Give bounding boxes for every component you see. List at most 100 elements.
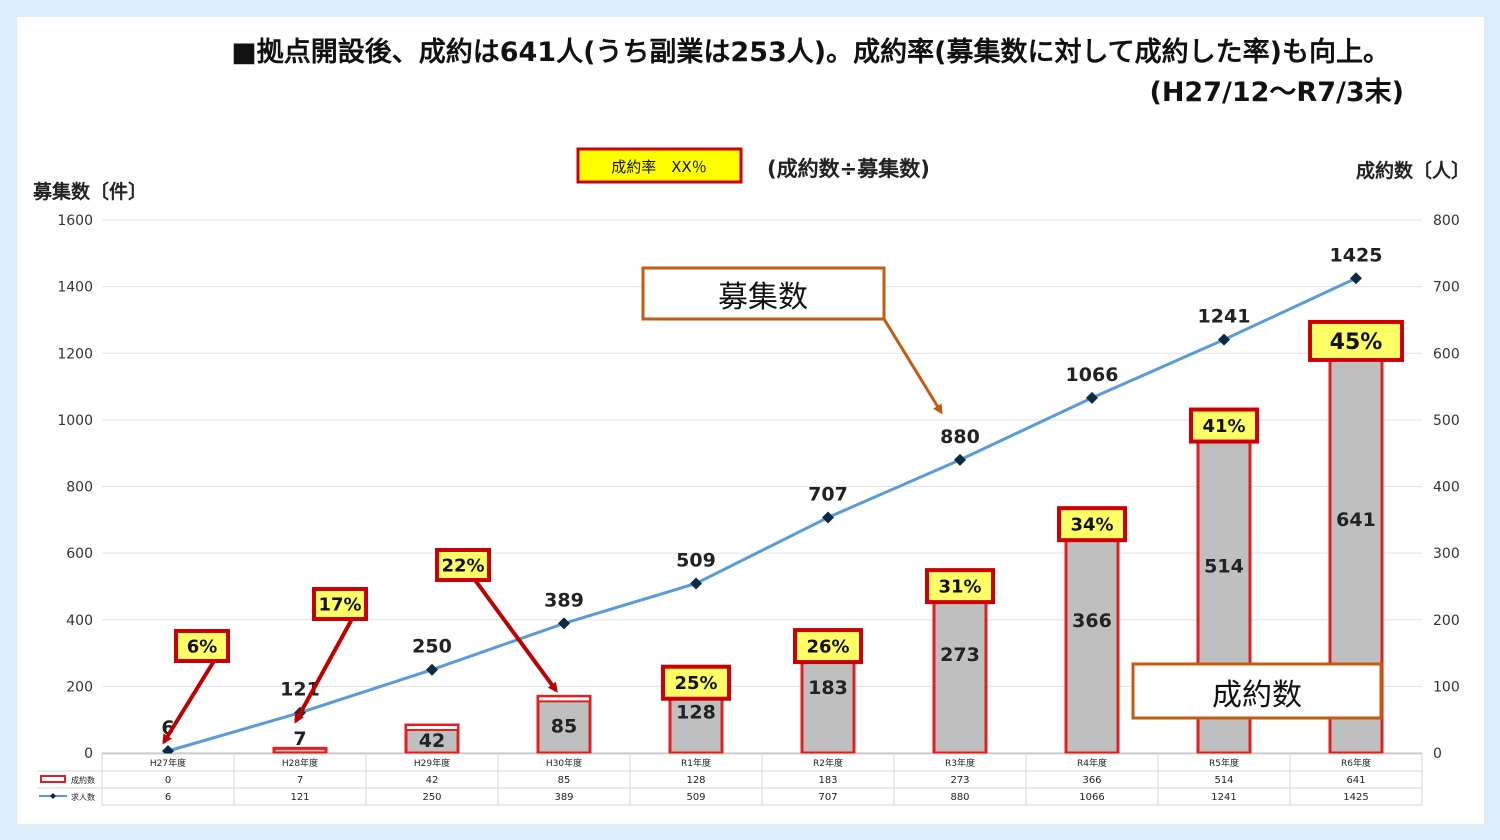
left-tick-label: 600 (66, 546, 93, 562)
table-recruit-value: 509 (686, 792, 705, 803)
left-tick-label: 400 (66, 613, 93, 629)
recruit-callout-arrow (882, 318, 943, 415)
recruit-value-label: 880 (940, 426, 980, 448)
left-tick-label: 1000 (57, 413, 93, 429)
contract-bar-value: 514 (1204, 556, 1244, 578)
recruit-line-series (162, 272, 1362, 758)
rate-badge-label: 31% (938, 577, 981, 598)
rate-arrow (473, 578, 558, 693)
table-recruit-value: 1066 (1079, 792, 1104, 803)
recruit-value-label: 1066 (1066, 364, 1119, 386)
contract-bar-cap (537, 695, 591, 703)
contract-callout-label: 成約数 (1212, 678, 1302, 713)
table-recruit-value: 707 (818, 792, 837, 803)
recruit-point (426, 663, 438, 676)
table-category: R6年度 (1341, 757, 1371, 769)
recruit-line (167, 276, 1357, 753)
contract-bar-value: 366 (1072, 610, 1112, 632)
recruit-value-label: 707 (808, 483, 848, 505)
recruit-point (822, 511, 834, 524)
left-tick-label: 1200 (57, 346, 93, 362)
table-contract-value: 366 (1082, 775, 1101, 786)
right-tick-label: 200 (1433, 613, 1460, 629)
contract-bar-cap (405, 724, 459, 732)
left-tick-label: 0 (84, 746, 93, 762)
table-contract-value: 0 (165, 775, 171, 786)
table-contract-value: 183 (818, 775, 837, 786)
contract-bar-value: 641 (1336, 509, 1376, 531)
rate-arrows (162, 578, 558, 745)
table-recruit-value: 1241 (1211, 792, 1236, 803)
table-contract-value: 273 (950, 775, 969, 786)
left-tick-label: 200 (66, 679, 93, 695)
recruit-point (558, 617, 570, 630)
rate-badge-label: 45% (1330, 330, 1383, 355)
rate-badge-box (435, 548, 491, 582)
rate-badge-label: 22% (441, 555, 484, 576)
rate-arrow (294, 618, 354, 724)
rate-badge-box (1308, 319, 1404, 362)
left-axis-title: 募集数〔件〕 (32, 180, 147, 203)
table-category: H27年度 (150, 757, 186, 769)
right-tick-label: 0 (1433, 746, 1442, 762)
rate-badge-box (793, 628, 863, 665)
rate-badges: 6% 17% 22% 25% 26% 31% 34% 41% 45% (174, 319, 1404, 701)
contract-bar-value: 183 (808, 677, 848, 699)
rate-badge-label: 41% (1202, 416, 1245, 437)
rate-badge-box (174, 629, 230, 663)
table-recruit-value: 880 (950, 792, 969, 803)
right-tick-label: 600 (1433, 346, 1460, 362)
recruit-callout-label: 募集数 (718, 280, 808, 315)
right-tick-label: 700 (1433, 280, 1460, 296)
legend-bar-swatch (40, 775, 66, 783)
recruit-value-label: 509 (676, 549, 716, 571)
rate-badge-box (925, 568, 995, 605)
table-contract-value: 514 (1214, 775, 1233, 786)
rate-badge-box (312, 587, 368, 621)
rate-badge-label: 26% (806, 637, 849, 658)
recruit-point (1086, 391, 1098, 404)
table-category: R2年度 (813, 757, 843, 769)
contract-bar (272, 746, 328, 755)
right-tick-label: 100 (1433, 679, 1460, 695)
left-tick-label: 800 (66, 480, 93, 496)
table-contract-value: 7 (297, 775, 303, 786)
table-recruit-value: 6 (165, 792, 171, 803)
rate-badge-box (1189, 407, 1259, 444)
table-category: R4年度 (1077, 757, 1107, 769)
recruit-point (1218, 333, 1230, 346)
recruit-callout: 募集数 (641, 266, 943, 415)
contract-bar-value: 85 (551, 716, 577, 738)
contract-bar-value: 7 (293, 728, 306, 750)
rate-legend-box (576, 147, 743, 184)
right-axis-ticks: 0 100 200 300 400 500 600 700 800 (1433, 213, 1460, 762)
table-recruit-value: 389 (554, 792, 573, 803)
recruit-callout-box (641, 266, 886, 321)
table-category: H30年度 (546, 757, 582, 769)
rate-arrow (162, 659, 216, 745)
rate-badge-label: 25% (674, 673, 717, 694)
recruit-value-label: 389 (544, 589, 584, 611)
recruit-point (954, 453, 966, 466)
right-tick-label: 500 (1433, 413, 1460, 429)
table-category: R1年度 (681, 757, 711, 769)
recruit-point (690, 577, 702, 590)
contract-bar-labels: 7 42 85 128 183 273 366 514 641 (293, 509, 1375, 752)
data-table: H27年度 0 6 H28年度 7 121 H29年度 42 250 H30年度 85 389 R1年度… (37, 753, 1423, 806)
rate-legend-label: 成約率 XX％ (611, 158, 707, 176)
table-category: R3年度 (945, 757, 975, 769)
left-tick-label: 1600 (57, 213, 93, 229)
table-contract-value: 128 (686, 775, 705, 786)
table-category: H29年度 (414, 757, 450, 769)
contract-bar (1064, 507, 1120, 755)
recruit-value-label: 1241 (1198, 306, 1251, 328)
slide: ■拠点開設後、成約は641人(うち副業は253人)。成約率(募集数に対して成約し… (17, 17, 1484, 824)
recruit-point (1350, 272, 1362, 285)
left-axis-ticks: 0 200 400 600 800 1000 1200 1400 1600 (57, 213, 93, 762)
rate-badge-box (661, 664, 731, 701)
rate-formula: (成約数÷募集数) (767, 157, 930, 181)
recruit-value-label: 1425 (1330, 244, 1383, 266)
table-recruit-value: 250 (422, 792, 441, 803)
legend-line-marker (50, 793, 56, 799)
chart: ■拠点開設後、成約は641人(うち副業は253人)。成約率(募集数に対して成約し… (32, 36, 1470, 806)
